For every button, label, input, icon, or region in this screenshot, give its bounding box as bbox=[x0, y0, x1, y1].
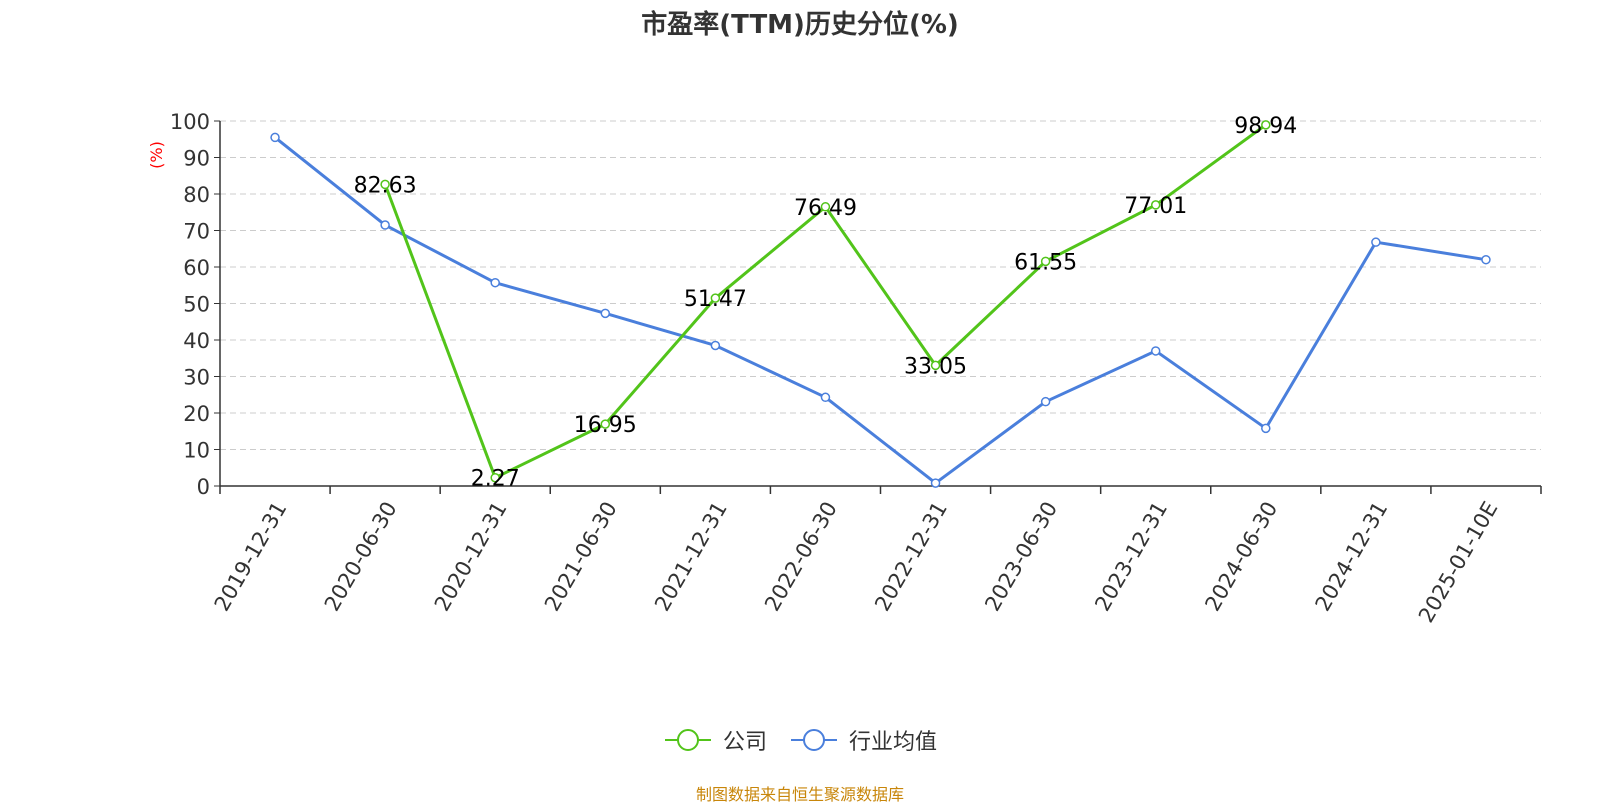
data-label: 51.47 bbox=[684, 287, 747, 312]
data-point bbox=[820, 392, 831, 403]
legend-item[interactable]: 公司 bbox=[663, 724, 767, 756]
y-tick-label: 60 bbox=[183, 256, 210, 280]
x-tick-label: 2020-06-30 bbox=[320, 498, 402, 616]
source-note: 制图数据来自恒生聚源数据库 bbox=[695, 785, 904, 804]
data-label: 77.01 bbox=[1124, 194, 1187, 219]
data-point bbox=[1150, 346, 1161, 356]
data-point bbox=[270, 132, 280, 143]
y-tick-label: 20 bbox=[183, 402, 210, 426]
data-label: 76.49 bbox=[794, 196, 857, 221]
data-point bbox=[930, 478, 941, 488]
series-line bbox=[274, 136, 1487, 485]
y-tick-label: 90 bbox=[183, 147, 210, 171]
x-tick-label: 2024-12-31 bbox=[1311, 498, 1393, 616]
data-label: 82.63 bbox=[354, 173, 417, 198]
chart-title: 市盈率(TTM)历史分位(%) bbox=[641, 10, 959, 40]
x-tick-label: 2022-12-31 bbox=[870, 498, 952, 616]
data-label: 98.94 bbox=[1234, 114, 1297, 139]
data-point bbox=[1261, 423, 1271, 434]
data-point bbox=[1371, 237, 1381, 247]
y-tick-label: 70 bbox=[183, 220, 210, 244]
x-tick-label: 2021-06-30 bbox=[540, 498, 622, 616]
y-axis-label: (%) bbox=[147, 141, 166, 169]
data-labels: 82.63 2.27 16.95 51.47 76.49 33.05 61.55 77.01 9… bbox=[354, 114, 1298, 492]
legend-label: 行业均值 bbox=[849, 730, 938, 755]
data-point bbox=[820, 202, 831, 212]
x-tick-label: 2021-12-31 bbox=[650, 498, 732, 616]
data-point bbox=[1040, 256, 1051, 267]
y-tick-label: 100 bbox=[170, 110, 210, 134]
y-tick-label: 50 bbox=[183, 293, 210, 317]
data-point bbox=[1481, 254, 1491, 265]
x-tick-label: 2019-12-31 bbox=[210, 498, 292, 616]
data-point bbox=[1261, 120, 1271, 130]
x-tick-label: 2022-06-30 bbox=[760, 498, 842, 616]
x-tick-label: 2024-06-30 bbox=[1200, 498, 1282, 616]
data-point bbox=[930, 360, 941, 371]
data-point bbox=[1150, 200, 1161, 210]
x-tick-label: 2020-12-31 bbox=[430, 498, 512, 616]
data-point bbox=[710, 340, 721, 351]
data-point bbox=[490, 277, 500, 288]
legend: 公司 行业均值 bbox=[0, 724, 1600, 756]
x-tick-label: 2023-06-30 bbox=[980, 498, 1062, 616]
x-tick-label: 2025-01-10E bbox=[1414, 498, 1502, 627]
x-tick-label: 2023-12-31 bbox=[1090, 498, 1172, 616]
data-label: 33.05 bbox=[904, 354, 967, 379]
y-tick-label: 40 bbox=[183, 329, 210, 353]
legend-label: 公司 bbox=[722, 730, 767, 755]
data-label: 16.95 bbox=[574, 413, 637, 438]
data-label: 61.55 bbox=[1014, 250, 1077, 275]
data-point bbox=[380, 179, 390, 190]
y-tick-label: 10 bbox=[183, 439, 210, 463]
data-point bbox=[710, 293, 721, 303]
data-point bbox=[600, 308, 611, 319]
legend-item[interactable]: 行业均值 bbox=[789, 724, 937, 756]
data-label: 2.27 bbox=[471, 467, 520, 492]
y-tick-label: 0 bbox=[197, 475, 210, 499]
series-lines bbox=[270, 120, 1491, 488]
grid-lines bbox=[220, 120, 1541, 450]
legend-swatch-icon bbox=[664, 729, 711, 751]
series-line bbox=[383, 123, 1267, 480]
data-point bbox=[380, 220, 390, 230]
data-point bbox=[490, 472, 500, 483]
data-point bbox=[1040, 396, 1051, 407]
y-tick-label: 80 bbox=[183, 183, 210, 207]
legend-swatch-icon bbox=[791, 729, 837, 751]
y-tick-label: 30 bbox=[183, 366, 210, 390]
data-point bbox=[600, 419, 611, 429]
